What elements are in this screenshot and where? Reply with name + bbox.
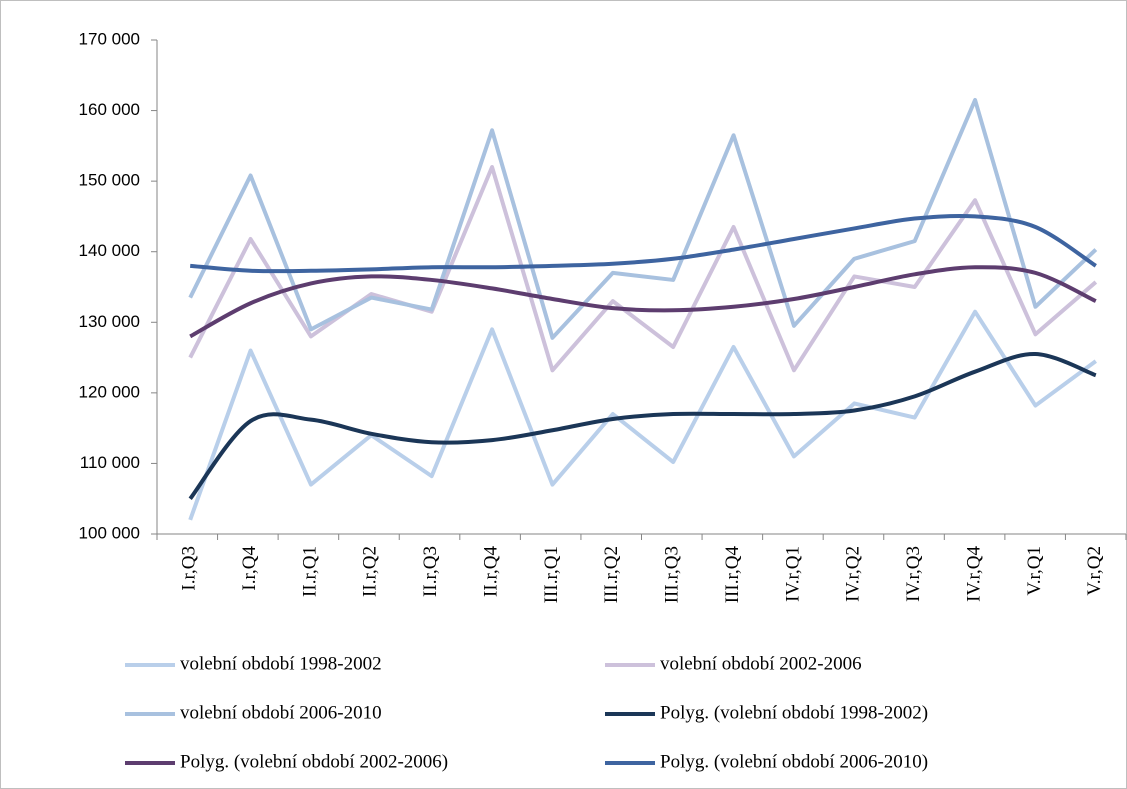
x-tick-label: II.r,Q1 <box>299 546 320 597</box>
legend-label: Polyg. (volební období 2006-2010) <box>660 751 928 772</box>
legend-label: Polyg. (volební období 1998-2002) <box>660 702 928 723</box>
legend-label: volební období 2002-2006 <box>660 653 862 674</box>
x-tick-label: V.r,Q2 <box>1084 546 1105 596</box>
x-tick-label: I.r,Q3 <box>179 546 200 591</box>
series-line <box>188 352 1097 500</box>
legend-label: volební období 2006-2010 <box>180 702 382 723</box>
x-tick-label: IV.r,Q1 <box>782 546 803 602</box>
y-tick-label: 120 000 <box>79 382 140 401</box>
y-tick-label: 100 000 <box>79 523 140 542</box>
x-tick-label: II.r,Q4 <box>480 546 501 597</box>
legend-label: volební období 1998-2002 <box>180 653 382 674</box>
y-tick-label: 170 000 <box>79 29 140 48</box>
x-tick-label: V.r,Q1 <box>1024 546 1045 596</box>
series-line <box>188 309 1097 521</box>
y-tick-label: 130 000 <box>79 312 140 331</box>
x-tick-label: III.r,Q1 <box>541 546 562 603</box>
x-tick-label: II.r,Q3 <box>420 546 441 597</box>
y-tick-label: 160 000 <box>79 100 140 119</box>
x-tick-label: II.r,Q2 <box>360 546 381 597</box>
y-tick-label: 110 000 <box>80 453 140 472</box>
series-line <box>189 265 1097 339</box>
series-line <box>190 213 1097 274</box>
x-tick-label: I.r,Q4 <box>239 546 260 591</box>
x-tick-label: III.r,Q3 <box>662 546 683 603</box>
x-tick-label: III.r,Q2 <box>601 546 622 603</box>
y-tick-label: 140 000 <box>79 241 140 260</box>
y-tick-label: 150 000 <box>79 171 140 190</box>
x-tick-label: III.r,Q4 <box>722 546 743 604</box>
legend-label: Polyg. (volební období 2002-2006) <box>180 751 448 772</box>
x-tick-label: IV.r,Q3 <box>903 546 924 602</box>
x-tick-label: IV.r,Q4 <box>963 546 984 602</box>
series-line <box>188 97 1098 340</box>
x-tick-label: IV.r,Q2 <box>843 546 864 602</box>
